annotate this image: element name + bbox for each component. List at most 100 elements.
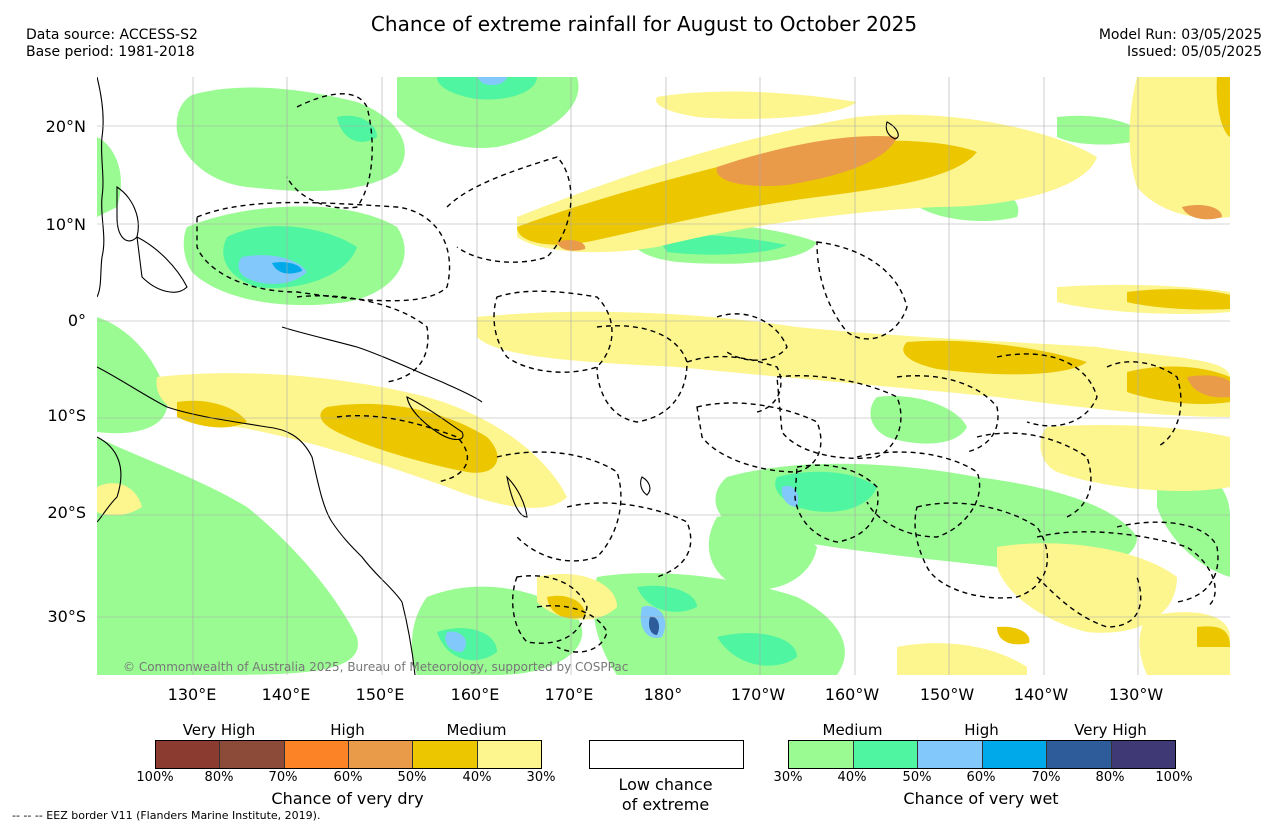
wet-colorbar	[788, 740, 1176, 769]
rainfall-map: © Commonwealth of Australia 2025, Bureau…	[97, 77, 1230, 675]
graticule	[97, 77, 1230, 675]
eez-border-kiribati-gilbert	[596, 325, 688, 423]
solomon-outline	[406, 396, 464, 441]
dry-pct-30: 30%	[526, 770, 556, 785]
lat-label-20n: 20°N	[45, 117, 86, 136]
dry-pct-50: 50%	[397, 770, 427, 785]
lon-label-130w: 130°W	[1108, 685, 1164, 704]
eez-border-gambier	[1116, 521, 1219, 603]
eez-border-tuamotu	[1036, 531, 1216, 608]
philippines-coast	[97, 77, 105, 298]
islands-outline	[136, 236, 188, 293]
eez-border-marquesas-east	[1106, 361, 1182, 448]
eez-border-cook-north	[896, 375, 999, 453]
dry-swatch-very-high-1	[156, 741, 220, 768]
eez-border-tuvalu	[686, 355, 782, 413]
wet-pct-40: 40%	[837, 770, 867, 785]
lon-label-130e: 130°E	[167, 685, 217, 704]
dry-swatch-medium-2	[476, 741, 541, 768]
wet-pct-60: 60%	[966, 770, 996, 785]
dry-level-high: High	[330, 721, 365, 739]
eez-border-solomon	[336, 415, 468, 483]
dry-level-very-high: Very High	[182, 721, 256, 739]
lon-label-170w: 170°W	[730, 685, 786, 704]
lat-label-30s: 30°S	[47, 607, 86, 626]
wet-pct-70: 70%	[1031, 770, 1061, 785]
eez-border-tokelau	[696, 402, 822, 473]
wet-level-high: High	[964, 721, 999, 739]
eez-border-cook-south	[856, 451, 981, 538]
lat-label-0: 0°	[67, 311, 86, 330]
lon-label-160e: 160°E	[450, 685, 500, 704]
vanuatu-outline	[506, 475, 528, 518]
dry-legend-title: Chance of very dry	[271, 789, 424, 808]
dry-pct-60: 60%	[333, 770, 363, 785]
model-run: Model Run: 03/05/2025	[1098, 27, 1262, 43]
dry-pct-70: 70%	[268, 770, 298, 785]
lon-label-140w: 140°W	[1013, 685, 1069, 704]
hawaii-outline	[885, 121, 899, 140]
eez-border-vanuatu	[496, 451, 622, 562]
issued-date: Issued: 05/05/2025	[1127, 44, 1262, 60]
wet-swatch-medium-1	[789, 741, 853, 768]
wet-pct-80: 80%	[1095, 770, 1125, 785]
low-chance-swatch	[589, 740, 744, 769]
eez-border-norfolk	[536, 605, 608, 653]
data-source: Data source: ACCESS-S2	[26, 27, 198, 43]
dry-swatch-high-2	[347, 741, 413, 768]
eez-border-marshall	[446, 156, 572, 263]
wet-legend-title: Chance of very wet	[903, 789, 1059, 808]
lon-label-150w: 150°W	[919, 685, 975, 704]
dry-pct-100: 100%	[136, 770, 174, 785]
low-chance-label-line1: Low chance	[618, 775, 713, 794]
dry-level-medium: Medium	[446, 721, 507, 739]
eez-border-guam	[286, 93, 373, 209]
dry-swatch-high-1	[283, 741, 348, 768]
wet-pct-50: 50%	[902, 770, 932, 785]
eez-border-niue	[794, 464, 879, 543]
wet-pct-100: 100%	[1155, 770, 1193, 785]
eez-border-howland	[716, 313, 788, 361]
base-period: Base period: 1981-2018	[26, 44, 195, 60]
map-title: Chance of extreme rainfall for August to…	[370, 12, 918, 36]
copyright-text: © Commonwealth of Australia 2025, Bureau…	[123, 660, 628, 674]
coastlines	[97, 77, 899, 675]
eez-border-fiji	[566, 502, 692, 578]
lat-label-10s: 10°S	[47, 406, 86, 425]
new-guinea-coast	[281, 326, 483, 403]
dry-chance-high	[557, 136, 1230, 398]
lon-label-150e: 150°E	[355, 685, 405, 704]
eez-border-png	[296, 295, 429, 383]
eez-border-marquesas	[976, 432, 1092, 518]
dry-pct-40: 40%	[462, 770, 492, 785]
eez-border-palau-fsm	[196, 201, 451, 302]
dry-swatch-medium-1	[412, 741, 477, 768]
lon-label-180: 180°	[643, 685, 683, 704]
dry-swatch-very-high-2	[219, 741, 284, 768]
eez-border-nauru	[493, 290, 613, 373]
wet-swatch-high-1	[917, 741, 982, 768]
wet-swatch-very-high-1	[1046, 741, 1111, 768]
wet-level-very-high: Very High	[1074, 721, 1147, 739]
australia-west-coast	[97, 436, 122, 523]
wet-swatch-very-high-2	[1110, 741, 1175, 768]
low-chance-label-line2: of extreme	[621, 795, 710, 814]
wet-level-medium: Medium	[822, 721, 883, 739]
lon-label-170e: 170°E	[544, 685, 594, 704]
australia-coast	[97, 366, 416, 675]
wet-chance-high	[238, 77, 799, 652]
lon-label-160w: 160°W	[824, 685, 880, 704]
eez-border-line-islands	[816, 241, 908, 340]
lon-label-140e: 140°E	[261, 685, 311, 704]
wet-swatch-medium-2	[852, 741, 917, 768]
eez-border-french-polynesia	[996, 353, 1098, 427]
lat-label-20s: 20°S	[47, 503, 86, 522]
wet-pct-30: 30%	[773, 770, 803, 785]
dry-colorbar	[155, 740, 542, 769]
eez-source-note: -- -- -- EEZ border V11 (Flanders Marine…	[12, 809, 321, 822]
lat-label-10n: 10°N	[45, 215, 86, 234]
eez-border-new-caledonia	[512, 575, 588, 644]
dry-pct-80: 80%	[204, 770, 234, 785]
eez-borders	[196, 93, 1219, 653]
eez-border-phoenix	[776, 375, 902, 459]
